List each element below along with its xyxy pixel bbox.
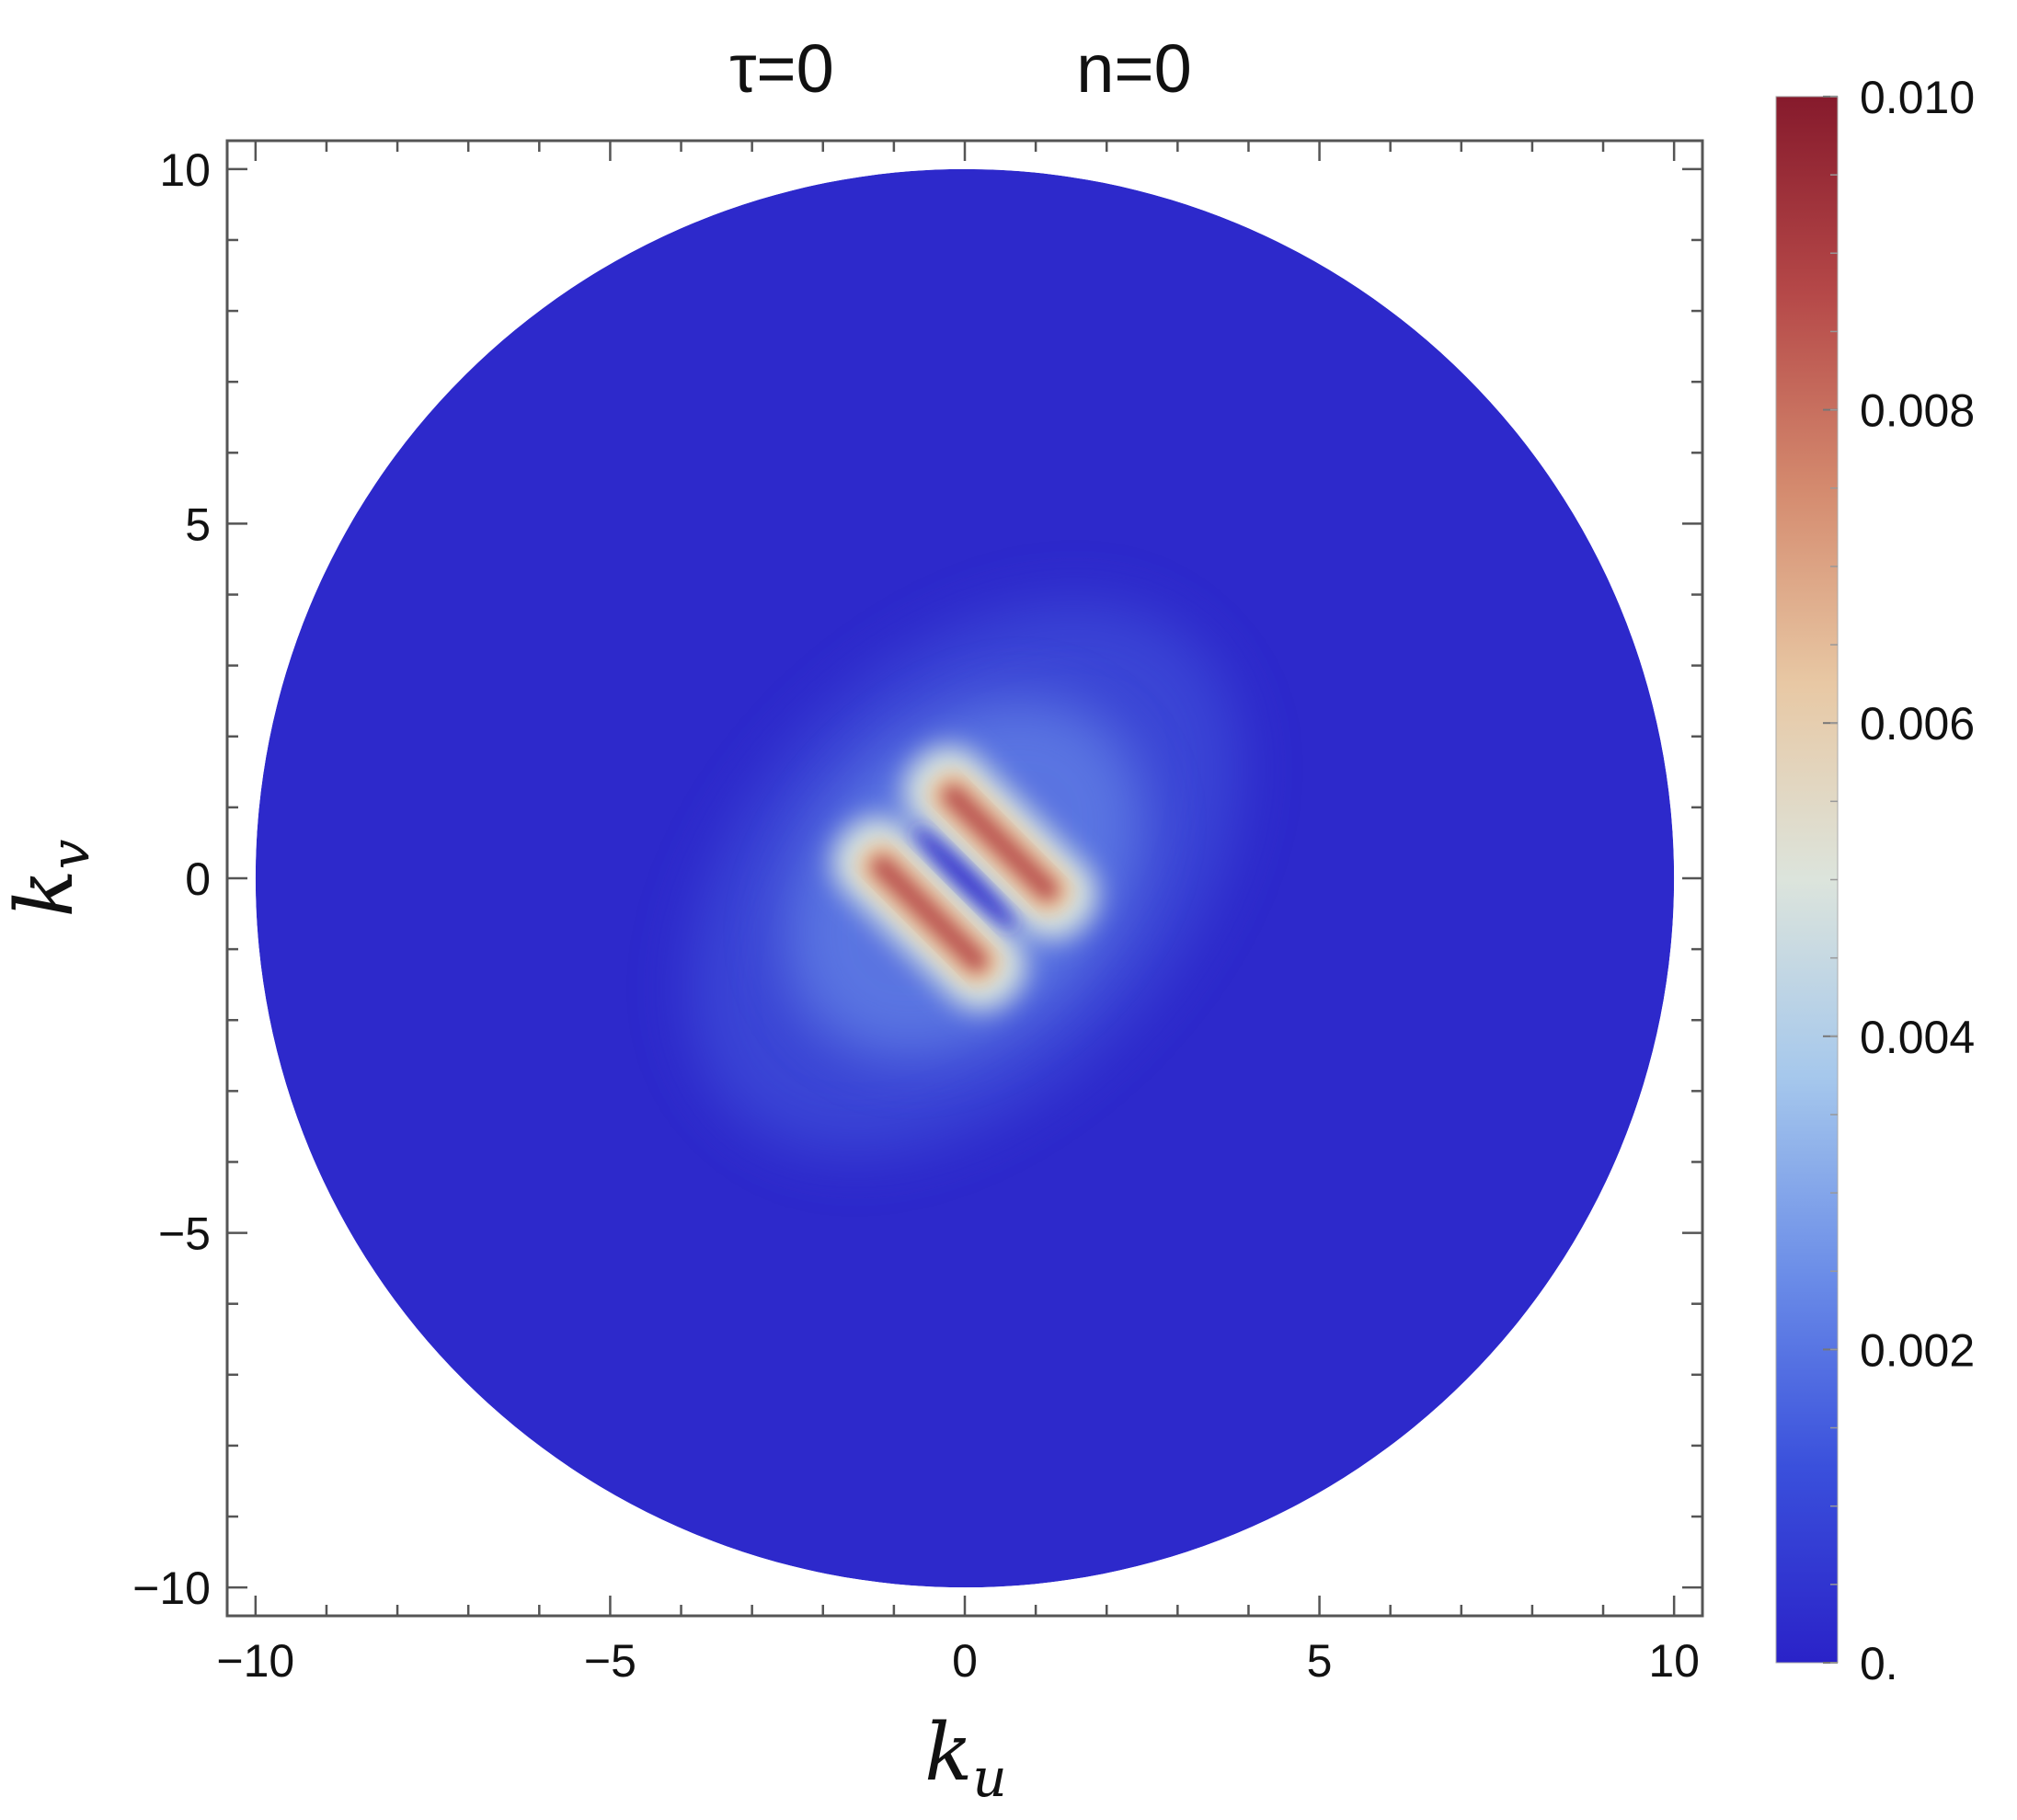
colorbar: 0. 0.002 0.004 0.006 0.008 0.010 — [1775, 72, 1975, 1689]
y-tick-label: 0 — [185, 853, 211, 905]
y-axis-label: kv — [0, 839, 101, 917]
chart-title-tau: τ=0 — [729, 30, 834, 107]
x-tick-label: −5 — [584, 1635, 636, 1687]
x-axis-label: ku — [924, 1707, 1006, 1809]
axis-ticks: −10 −5 0 5 10 10 5 0 −5 −10 — [132, 141, 1702, 1687]
lower-ridge — [870, 854, 989, 973]
x-tick-label: 5 — [1307, 1635, 1333, 1687]
upper-ridge — [941, 784, 1060, 902]
y-tick-label: 10 — [159, 144, 211, 196]
x-tick-label: 10 — [1648, 1635, 1700, 1687]
colorbar-tick-label: 0.006 — [1860, 698, 1975, 750]
x-tick-label: −10 — [216, 1635, 294, 1687]
colorbar-tick-label: 0.010 — [1860, 72, 1975, 123]
colorbar-tick-label: 0.008 — [1860, 385, 1975, 437]
colorbar-gradient — [1775, 96, 1839, 1664]
colorbar-tick-label: 0.004 — [1860, 1012, 1975, 1063]
colorbar-tick-label: 0.002 — [1860, 1324, 1975, 1376]
chart-title-n: n=0 — [1076, 30, 1192, 107]
heatmap — [255, 168, 1675, 1588]
y-tick-label: 5 — [185, 498, 211, 550]
center-trough — [914, 828, 1015, 929]
y-tick-label: −10 — [132, 1562, 211, 1614]
colorbar-tick-label: 0. — [1860, 1638, 1898, 1689]
y-tick-label: −5 — [158, 1208, 211, 1260]
x-tick-label: 0 — [952, 1635, 978, 1687]
